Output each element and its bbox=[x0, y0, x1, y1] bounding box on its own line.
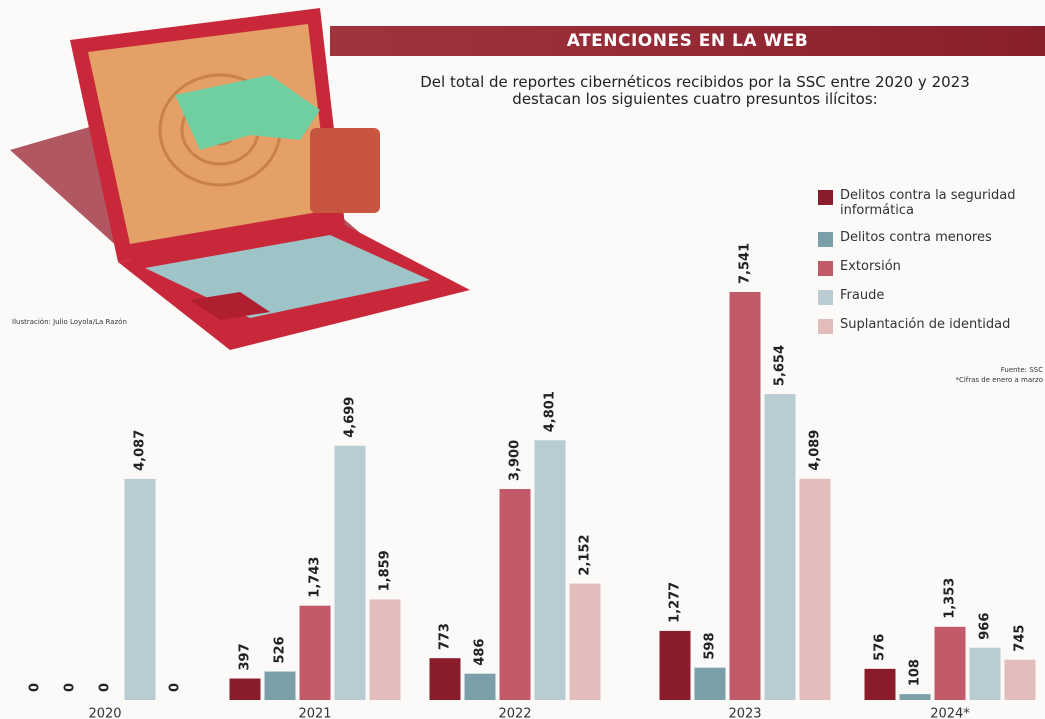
bar bbox=[264, 671, 296, 700]
value-label: 486 bbox=[473, 639, 488, 666]
legend-swatch bbox=[818, 261, 833, 276]
legend-label: Fraude bbox=[840, 288, 885, 303]
bar bbox=[569, 583, 601, 700]
bar bbox=[729, 292, 761, 700]
bar bbox=[659, 630, 691, 700]
value-label: 1,277 bbox=[668, 582, 683, 623]
bar bbox=[334, 445, 366, 700]
x-tick-label: 2021 bbox=[298, 707, 331, 719]
subtitle: Del total de reportes cibernéticos recib… bbox=[420, 73, 970, 108]
legend-label: Delitos contra menores bbox=[840, 230, 992, 245]
legend-item: Delitos contra menores bbox=[818, 230, 1043, 247]
bar bbox=[499, 488, 531, 700]
legend-item: Fraude bbox=[818, 288, 1043, 305]
legend-label: Extorsión bbox=[840, 259, 901, 274]
legend-swatch bbox=[818, 190, 833, 205]
legend-label: Suplantación de identidad bbox=[840, 317, 1011, 332]
value-label: 5,654 bbox=[773, 345, 788, 386]
value-label: 1,859 bbox=[378, 550, 393, 591]
legend: Delitos contra la seguridad informática D… bbox=[818, 188, 1043, 346]
bar bbox=[534, 440, 566, 700]
x-tick-label: 2024* bbox=[930, 707, 970, 719]
value-label: 4,699 bbox=[343, 397, 358, 438]
laptop-illustration bbox=[10, 8, 470, 350]
bar bbox=[124, 478, 156, 700]
title: ATENCIONES EN LA WEB bbox=[330, 26, 1045, 56]
bar bbox=[1004, 659, 1036, 700]
bar bbox=[694, 667, 726, 700]
legend-item: Suplantación de identidad bbox=[818, 317, 1043, 334]
value-label: 0 bbox=[28, 683, 43, 692]
value-label: 2,152 bbox=[578, 534, 593, 575]
credit: Ilustración: Julio Loyola/La Razón bbox=[12, 318, 127, 326]
value-label: 0 bbox=[63, 683, 78, 692]
x-tick-label: 2020 bbox=[88, 707, 121, 719]
value-label: 576 bbox=[873, 634, 888, 661]
bar bbox=[299, 605, 331, 700]
bar bbox=[969, 647, 1001, 700]
legend-swatch bbox=[818, 232, 833, 247]
value-label: 598 bbox=[703, 633, 718, 660]
bar bbox=[934, 626, 966, 700]
value-label: 4,089 bbox=[808, 430, 823, 471]
legend-swatch bbox=[818, 319, 833, 334]
value-label: 0 bbox=[98, 683, 113, 692]
value-label: 1,353 bbox=[943, 578, 958, 619]
value-label: 397 bbox=[238, 643, 253, 670]
legend-label: Delitos contra la seguridad informática bbox=[840, 188, 1016, 218]
value-label: 745 bbox=[1013, 625, 1028, 652]
bar bbox=[429, 658, 461, 700]
legend-swatch bbox=[818, 290, 833, 305]
legend-item: Extorsión bbox=[818, 259, 1043, 276]
note: *Cifras de enero a marzo bbox=[955, 376, 1043, 384]
value-label: 3,900 bbox=[508, 440, 523, 481]
bar bbox=[764, 394, 796, 700]
bar bbox=[799, 478, 831, 700]
value-label: 1,743 bbox=[308, 557, 323, 598]
value-label: 966 bbox=[978, 613, 993, 640]
source: Fuente: SSC bbox=[1000, 366, 1043, 374]
value-label: 773 bbox=[438, 623, 453, 650]
x-tick-label: 2022 bbox=[498, 707, 531, 719]
bar bbox=[369, 599, 401, 700]
legend-item: Delitos contra la seguridad informática bbox=[818, 188, 1043, 218]
value-label: 7,541 bbox=[738, 243, 753, 284]
bar bbox=[864, 668, 896, 700]
value-label: 108 bbox=[908, 659, 923, 686]
value-label: 4,087 bbox=[133, 430, 148, 471]
source-block: Fuente: SSC *Cifras de enero a marzo bbox=[955, 365, 1043, 385]
bar bbox=[464, 673, 496, 700]
x-tick-label: 2023 bbox=[728, 707, 761, 719]
bar bbox=[899, 694, 931, 700]
value-label: 526 bbox=[273, 636, 288, 663]
value-label: 0 bbox=[168, 683, 183, 692]
bar bbox=[229, 678, 261, 700]
value-label: 4,801 bbox=[543, 391, 558, 432]
